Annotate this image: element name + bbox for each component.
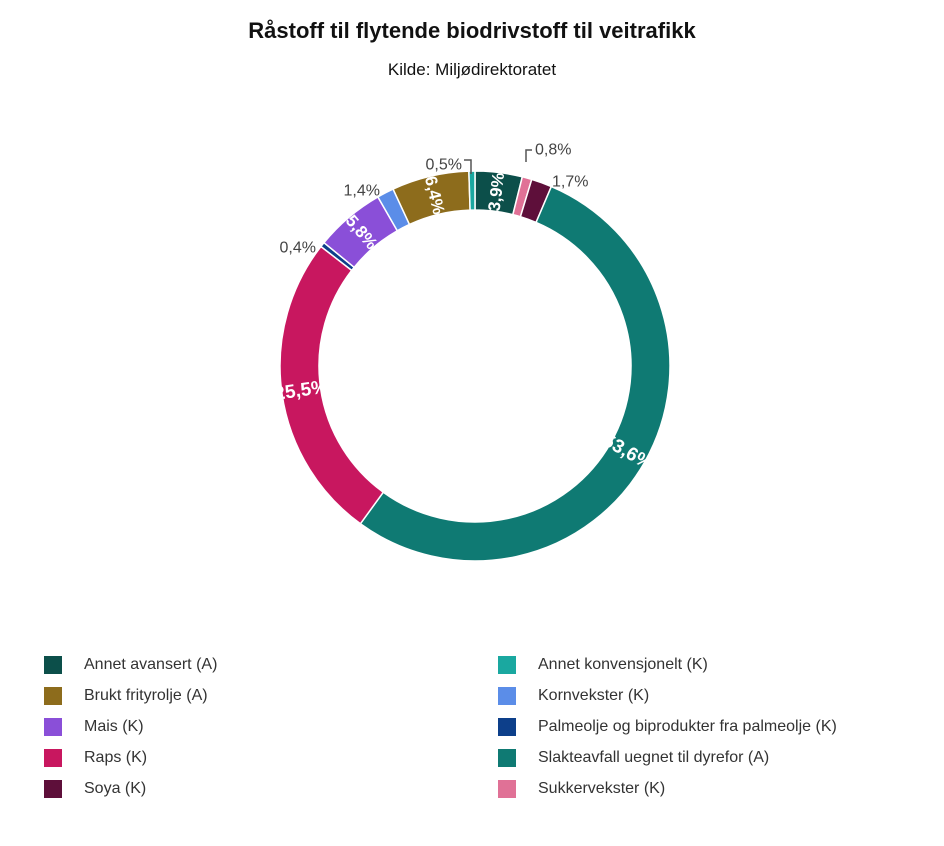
legend-item: Kornvekster (K) xyxy=(498,685,649,707)
slice-label-2: 1,7% xyxy=(552,174,588,191)
legend-item: Mais (K) xyxy=(44,716,144,738)
legend-item: Raps (K) xyxy=(44,747,147,769)
legend-swatch xyxy=(498,780,516,798)
legend-swatch xyxy=(498,656,516,674)
slice-label-1: 0,8% xyxy=(535,142,571,159)
legend-swatch xyxy=(44,687,62,705)
chart-title: Råstoff til flytende biodrivstoff til ve… xyxy=(248,18,696,43)
label-connector-9 xyxy=(464,159,472,174)
slice-label-9: 0,5% xyxy=(426,157,462,174)
slice-label-0: 3,9% xyxy=(485,171,509,212)
legend-swatch xyxy=(498,687,516,705)
label-connector-1 xyxy=(525,149,532,162)
legend-label: Annet konvensjonelt (K) xyxy=(538,656,708,673)
slice-9 xyxy=(468,170,476,211)
legend-item: Annet konvensjonelt (K) xyxy=(498,654,708,676)
slice-label-5: 0,4% xyxy=(280,240,316,257)
legend-swatch xyxy=(498,749,516,767)
slice-3 xyxy=(359,185,671,562)
legend-item: Sukkervekster (K) xyxy=(498,778,665,800)
legend-label: Palmeolje og biprodukter fra palmeolje (… xyxy=(538,718,837,735)
legend-item: Soya (K) xyxy=(44,778,146,800)
legend-label: Soya (K) xyxy=(84,780,147,797)
legend-item: Annet avansert (A) xyxy=(44,654,217,676)
legend-label: Slakteavfall uegnet til dyrefor (A) xyxy=(538,749,770,766)
legend-swatch xyxy=(44,718,62,736)
legend-swatch xyxy=(44,780,62,798)
legend-label: Annet avansert (A) xyxy=(84,656,218,673)
legend-label: Raps (K) xyxy=(84,749,148,766)
legend-swatch xyxy=(44,749,62,767)
legend-item: Palmeolje og biprodukter fra palmeolje (… xyxy=(498,716,837,738)
chart-subtitle: Kilde: Miljødirektoratet xyxy=(387,60,557,79)
legend-label: Brukt frityrolje (A) xyxy=(84,687,208,704)
legend-swatch xyxy=(498,718,516,736)
slice-label-7: 1,4% xyxy=(344,183,380,200)
legend-label: Kornvekster (K) xyxy=(538,687,650,704)
legend-label: Mais (K) xyxy=(84,718,144,735)
legend-item: Brukt frityrolje (A) xyxy=(44,685,208,707)
legend-label: Sukkervekster (K) xyxy=(538,780,666,797)
legend-item: Slakteavfall uegnet til dyrefor (A) xyxy=(498,747,769,769)
legend-swatch xyxy=(44,656,62,674)
